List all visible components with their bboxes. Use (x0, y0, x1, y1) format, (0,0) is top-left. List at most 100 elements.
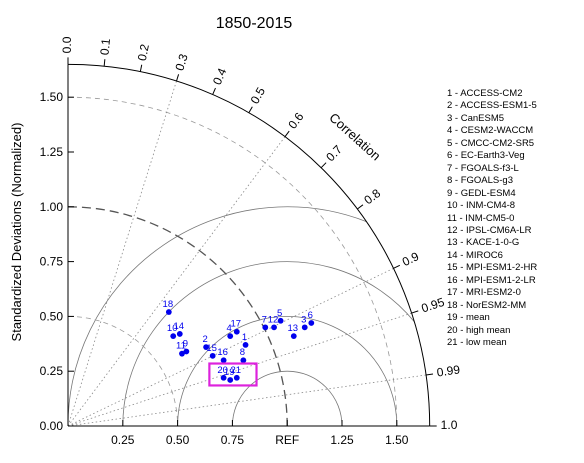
legend-entry: 19 - mean (447, 312, 490, 324)
y-tick-label: 0.25 (40, 364, 64, 378)
rms-arc (67, 206, 367, 427)
correlation-tick-label: 0.9 (400, 249, 421, 269)
data-point (301, 324, 308, 331)
legend-entry: 21 - low mean (447, 337, 507, 349)
data-point-label: 10 (167, 323, 178, 334)
data-point-label: 3 (301, 314, 306, 325)
legend-entry: 13 - KACE-1-0-G (447, 237, 520, 249)
y-tick-label: 1.00 (40, 200, 64, 214)
data-point-label: 5 (277, 308, 282, 319)
highlight-box (208, 362, 258, 387)
correlation-tick (139, 64, 143, 72)
data-point (227, 333, 234, 340)
correlation-tick-label: 0.8 (361, 186, 383, 207)
correlation-tick (248, 106, 253, 114)
legend-entry: 9 - GEDL-ESM4 (447, 187, 516, 199)
correlation-ray (67, 136, 286, 427)
correlation-tick (176, 74, 180, 82)
data-point-label: 20 (217, 365, 228, 376)
correlation-tick (357, 204, 364, 210)
data-point (170, 333, 177, 340)
correlation-tick (212, 87, 216, 95)
legend-entry: 5 - CMCC-CM2-SR5 (447, 137, 535, 149)
data-point-label: 8 (240, 347, 245, 358)
data-point (209, 352, 216, 359)
legend-entry: 8 - FGOALS-g3 (447, 175, 513, 187)
data-point-label: 9 (183, 338, 188, 349)
legend: 1 - ACCESS-CM2 2 - ACCESS-ESM1-5 3 - CanES… (447, 88, 537, 350)
legend-entry: 11 - INM-CM5-0 (447, 212, 515, 224)
data-point (242, 341, 249, 348)
rms-arc (232, 370, 343, 427)
data-point (165, 309, 172, 315)
legend-entry: 12 - IPSL-CM6A-LR (447, 224, 532, 236)
correlation-tick (411, 310, 419, 314)
grid-layer (67, 63, 431, 427)
data-point-label: 19 (224, 367, 235, 378)
data-point-label: 1 (242, 332, 247, 343)
correlation-tick-label: 0.3 (172, 52, 190, 72)
data-point (277, 317, 284, 324)
y-tick-label: 1.50 (40, 90, 64, 104)
data-point (262, 324, 269, 331)
data-point (271, 324, 277, 331)
correlation-tick-label: 0.1 (97, 37, 113, 55)
data-point-label: 7 (262, 314, 267, 325)
data-point-label: 12 (268, 314, 279, 325)
x-tick-label: 0.25 (111, 433, 135, 447)
legend-entry: 16 - MPI-ESM1-2-LR (447, 274, 536, 286)
correlation-ray (67, 374, 427, 427)
correlation-tick-label: 0.6 (285, 110, 306, 132)
data-point-label: 21 (230, 365, 241, 376)
data-point-label: 11 (176, 341, 186, 352)
data-point-label: 4 (227, 323, 232, 334)
data-point-label: 6 (308, 310, 313, 321)
correlation-tick (320, 162, 327, 169)
data-point (220, 357, 227, 364)
x-tick-label: 0.75 (221, 433, 245, 447)
legend-entry: 15 - MPI-ESM1-2-HR (447, 262, 538, 274)
std-arc (67, 316, 178, 427)
rms-arc (177, 316, 398, 427)
correlation-tick-label: 0.2 (135, 43, 152, 62)
correlation-tick (103, 59, 106, 67)
x-tick-label: REF (275, 433, 299, 447)
correlation-tick (393, 264, 401, 269)
x-tick-label: 0.50 (166, 433, 190, 447)
correlation-tick-label: 0.99 (436, 362, 461, 379)
data-point (290, 333, 297, 340)
y-tick-label: 0.75 (40, 255, 64, 269)
data-point-label: 16 (217, 347, 228, 358)
data-point (227, 377, 234, 383)
correlation-ray (67, 267, 394, 427)
rms-arc (122, 261, 415, 427)
y-axis-label: Standardized Deviations (Normalized) (9, 123, 24, 342)
data-point-label: 13 (287, 323, 298, 334)
data-point (203, 344, 209, 350)
ref-std-arc (67, 206, 288, 427)
data-point-label: 15 (206, 343, 217, 354)
data-point (220, 374, 227, 381)
y-tick-label: 0.00 (40, 419, 64, 433)
data-point-label: 2 (202, 334, 207, 345)
correlation-tick-label: 0.5 (248, 85, 269, 107)
data-point (308, 320, 315, 326)
legend-entry: 17 - MRI-ESM2-0 (447, 287, 521, 299)
correlation-tick-label: 0.0 (60, 36, 74, 53)
legend-entry: 6 - EC-Earth3-Veg (447, 150, 525, 162)
legend-entry: 4 - CESM2-WACCM (447, 125, 534, 137)
data-point (233, 328, 240, 335)
data-point-label: 14 (174, 321, 185, 332)
data-point-label: 17 (230, 319, 241, 330)
correlation-ray (67, 80, 177, 427)
data-point (176, 331, 183, 337)
data-point (183, 348, 190, 355)
legend-entry: 20 - high mean (447, 324, 511, 336)
legend-entry: 1 - ACCESS-CM2 (447, 88, 523, 99)
legend-entry: 10 - INM-CM4-8 (447, 200, 516, 212)
outer-arc (67, 63, 431, 427)
std-arc (67, 96, 398, 427)
correlation-ray (67, 312, 412, 427)
